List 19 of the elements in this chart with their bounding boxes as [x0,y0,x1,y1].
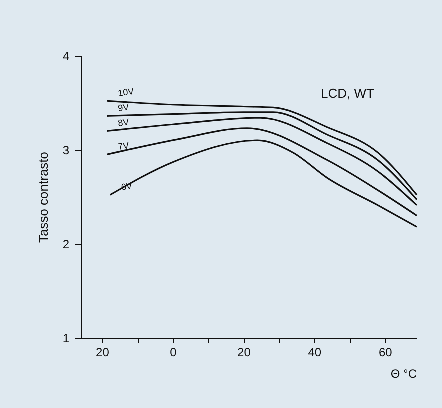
text: 9V [118,102,130,114]
x-tick-label: 40 [308,346,322,360]
line-series [106,128,418,217]
y-tick-label: 4 [62,50,70,64]
text: 8V [118,117,130,129]
y-axis-title: Tasso contrasto [36,152,51,244]
x-tick-label: 20 [96,346,110,360]
x-axis-title: Θ °C [390,367,418,381]
y-tick-label: 1 [62,332,70,346]
line-series [106,100,418,196]
y-tick-label: 2 [62,238,70,252]
x-tick-label: 0 [170,346,178,360]
text: 10V [118,86,135,98]
line-series [110,140,418,228]
x-tick-label: 60 [378,346,393,360]
y-tick-label: 3 [62,144,70,158]
annotation: LCD, WT [321,86,374,101]
text: 7V [118,140,130,152]
x-tick-label: 20 [238,346,252,360]
